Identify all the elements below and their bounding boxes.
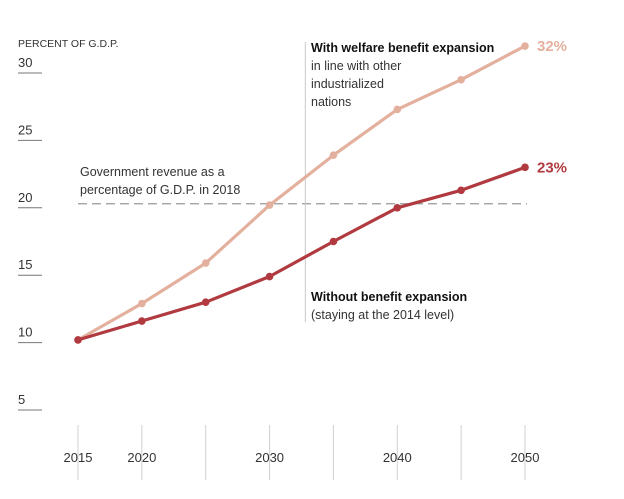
reference-line-label: percentage of G.D.P. in 2018 [80, 183, 240, 197]
x-tick-label: 2040 [383, 450, 412, 465]
series-subtitle-label: nations [311, 95, 351, 109]
x-axis: 2015 2020 2030 2040 2050 [64, 425, 540, 480]
series-point [74, 336, 82, 344]
series-point [521, 42, 529, 50]
series-subtitle-label: in line with other [311, 59, 401, 73]
x-tick-label: 2020 [127, 450, 156, 465]
series-point [138, 317, 146, 325]
y-axis-unit-label: PERCENT OF G.D.P. [18, 38, 119, 50]
y-tick-label: 30 [18, 55, 32, 70]
series-point [201, 259, 210, 267]
x-tick-label: 2030 [255, 450, 284, 465]
series-group: 32% 23% [74, 38, 567, 344]
series-point [457, 186, 465, 195]
x-tick-label: 2015 [64, 450, 93, 465]
series-end-label: 23% [537, 159, 567, 176]
series-point [393, 204, 402, 212]
series-point [265, 272, 274, 281]
series-point [457, 75, 465, 84]
y-tick-label: 10 [18, 325, 32, 340]
series-name-label: With welfare benefit expansion [311, 41, 494, 55]
y-tick-label: 15 [18, 257, 32, 272]
series-name-label: Without benefit expansion [311, 290, 467, 304]
series-subtitle-label: (staying at the 2014 level) [311, 308, 454, 322]
series-point [393, 105, 402, 114]
y-tick-label: 25 [18, 122, 32, 137]
annotations-group: With welfare benefit expansion in line wi… [311, 41, 494, 322]
y-tick-label: 5 [18, 392, 25, 407]
y-tick-label: 20 [18, 190, 32, 205]
series-line [76, 44, 527, 342]
series-point [265, 201, 274, 209]
series-point [329, 151, 338, 160]
series-point [521, 163, 529, 172]
y-axis: 5 10 15 20 25 30 [18, 55, 42, 411]
reference-line-label: Government revenue as a [80, 165, 225, 179]
revenue-reference-line-group: Government revenue as a percentage of G.D… [78, 165, 527, 205]
series-line [76, 165, 527, 342]
series-point [329, 237, 338, 246]
series-point [201, 298, 210, 306]
series-end-label: 32% [537, 38, 567, 55]
series-point [138, 299, 146, 308]
x-tick-label: 2050 [511, 450, 540, 465]
series-subtitle-label: industrialized [311, 77, 384, 91]
